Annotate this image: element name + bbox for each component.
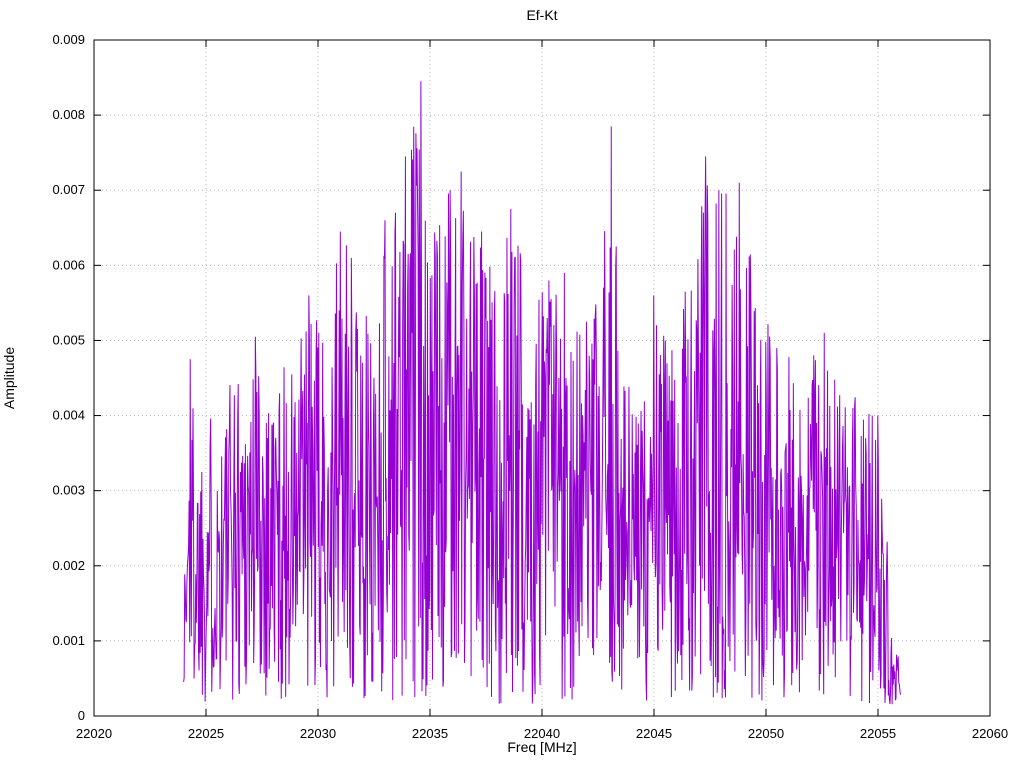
y-tick-label: 0.002 bbox=[52, 558, 85, 573]
x-axis-label: Freq [MHz] bbox=[507, 739, 576, 755]
y-tick-label: 0 bbox=[78, 708, 85, 723]
y-tick-label: 0.001 bbox=[52, 633, 85, 648]
y-tick-label: 0.005 bbox=[52, 332, 85, 347]
y-axis-label: Amplitude bbox=[1, 347, 17, 409]
series-line bbox=[183, 81, 901, 705]
y-tick-label: 0.003 bbox=[52, 483, 85, 498]
x-tick-label: 22045 bbox=[636, 726, 672, 741]
y-tick-label: 0.007 bbox=[52, 182, 85, 197]
x-tick-label: 22025 bbox=[188, 726, 224, 741]
chart-title: Ef-Kt bbox=[526, 7, 557, 23]
x-tick-label: 22040 bbox=[524, 726, 560, 741]
x-tick-label: 22050 bbox=[748, 726, 784, 741]
axes bbox=[93, 39, 991, 717]
x-tick-label: 22020 bbox=[76, 726, 112, 741]
tick-labels: 22020 22025 22030 22035 22040 22045 22050 22055… bbox=[52, 32, 1008, 741]
y-tick-label: 0.006 bbox=[52, 257, 85, 272]
y-tick-label: 0.009 bbox=[52, 32, 85, 47]
series bbox=[183, 81, 901, 705]
y-tick-label: 0.004 bbox=[52, 408, 85, 423]
y-tick-label: 0.008 bbox=[52, 107, 85, 122]
x-tick-label: 22035 bbox=[412, 726, 448, 741]
x-tick-label: 22060 bbox=[972, 726, 1008, 741]
x-tick-label: 22030 bbox=[300, 726, 336, 741]
x-tick-label: 22055 bbox=[860, 726, 896, 741]
